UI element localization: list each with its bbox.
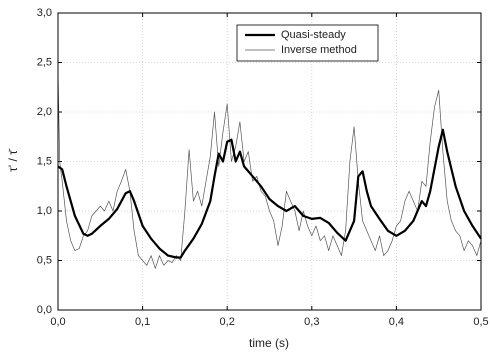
plot-frame bbox=[57, 12, 482, 311]
x-tick-label: 0,1 bbox=[135, 316, 150, 328]
y-tick-label: 0,0 bbox=[37, 304, 52, 316]
y-tick-label: 1,0 bbox=[37, 205, 52, 217]
y-tick-label: 0,5 bbox=[37, 254, 52, 266]
x-tick-label: 0,3 bbox=[304, 316, 319, 328]
x-tick-label: 0,0 bbox=[50, 316, 65, 328]
legend-label: Inverse method bbox=[281, 44, 357, 56]
y-tick-label: 2,5 bbox=[37, 56, 52, 68]
legend-box bbox=[236, 24, 379, 62]
line bbox=[57, 128, 482, 259]
x-tick-label: 0,2 bbox=[220, 316, 235, 328]
line bbox=[57, 72, 482, 269]
x-tick-label: 0,5 bbox=[473, 316, 488, 328]
y-tick-label: 1,5 bbox=[37, 155, 52, 167]
y-tick-label: 2,0 bbox=[37, 106, 52, 118]
x-tick-label: 0,4 bbox=[389, 316, 404, 328]
y-tick-label: 3,0 bbox=[37, 7, 52, 19]
x-axis-label: time (s) bbox=[249, 336, 289, 350]
y-axis-label: τ' / τ̄ bbox=[6, 148, 20, 172]
legend-label: Quasi-steady bbox=[281, 29, 346, 41]
